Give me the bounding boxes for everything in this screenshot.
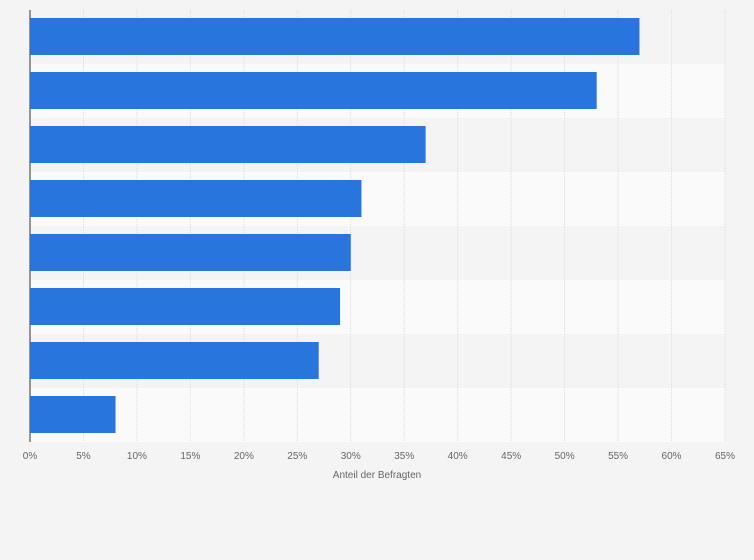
x-tick-label: 50% <box>555 451 575 462</box>
x-tick-label: 25% <box>287 451 307 462</box>
x-tick-label: 35% <box>394 451 414 462</box>
bar <box>30 126 426 163</box>
x-tick-label: 15% <box>180 451 200 462</box>
x-tick-label: 45% <box>501 451 521 462</box>
bar <box>30 342 319 379</box>
x-tick-label: 0% <box>23 451 38 462</box>
x-tick-label: 55% <box>608 451 628 462</box>
bars <box>30 18 640 433</box>
bar <box>30 180 362 217</box>
bar <box>30 234 351 271</box>
row-band <box>30 388 725 442</box>
x-tick-label: 5% <box>76 451 91 462</box>
x-tick-labels: 0% 5% 10% 15% 20% 25% 30% 35% 40% 45% 50% 55% 60% 65% <box>23 451 735 462</box>
bar <box>30 288 341 325</box>
bar <box>30 18 640 55</box>
x-tick-label: 30% <box>341 451 361 462</box>
bar <box>30 396 116 433</box>
bar <box>30 72 597 109</box>
x-tick-label: 40% <box>448 451 468 462</box>
x-axis-title: Anteil der Befragten <box>333 470 421 481</box>
x-tick-label: 10% <box>127 451 147 462</box>
x-tick-label: 20% <box>234 451 254 462</box>
x-tick-label: 60% <box>662 451 682 462</box>
x-tick-label: 65% <box>715 451 735 462</box>
